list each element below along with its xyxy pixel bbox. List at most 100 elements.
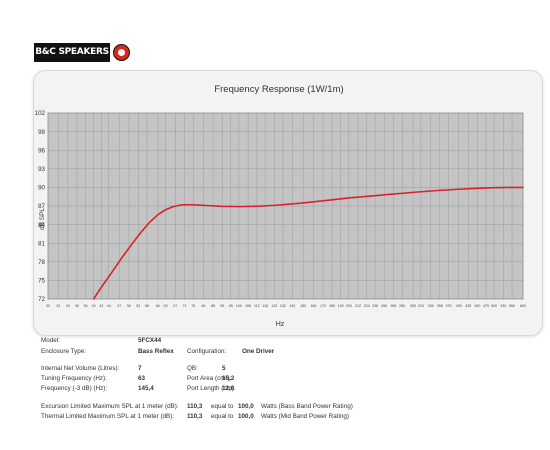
logo-seal-icon — [113, 44, 130, 61]
specs-table: Model: 5FCX44 Enclosure Type: Bass Refle… — [41, 337, 541, 445]
x-tick-label: 63 — [164, 304, 168, 308]
brand-logo: B&C SPEAKERS — [34, 43, 130, 63]
volume-value: 7 — [138, 365, 142, 372]
y-tick-label: 102 — [35, 110, 46, 117]
x-tick-label: 265 — [390, 304, 396, 308]
x-tick-label: 236 — [372, 304, 378, 308]
qb-value: 5 — [222, 365, 226, 372]
x-tick-label: 500 — [491, 304, 497, 308]
x-tick-label: 50 — [127, 304, 131, 308]
qb-label: QB: — [187, 365, 198, 372]
x-tick-label: 250 — [381, 304, 387, 308]
frequency-3db-label: Frequency (-3 dB) (Hz): — [41, 385, 108, 392]
y-tick-label: 87 — [38, 203, 45, 210]
x-tick-label: 300 — [410, 304, 416, 308]
frequency-response-chart: 72 75 78 81 84 87 90 93 96 99 102 30 32 34 36 38 40 42 44… — [35, 84, 526, 328]
x-tick-label: 32 — [56, 304, 60, 308]
x-tick-label: 95 — [229, 304, 233, 308]
frequency-3db-value: 145,4 — [138, 385, 154, 392]
model-label: Model: — [41, 337, 60, 344]
x-tick-label: 375 — [445, 304, 451, 308]
x-tick-label: 47 — [117, 304, 121, 308]
x-tick-label: 56 — [145, 304, 149, 308]
y-tick-label: 84 — [38, 222, 45, 229]
port-length-value: 12,6 — [222, 385, 235, 392]
thermal-spl-label: Thermal Limited Maximum SPL at 1 meter (… — [41, 413, 175, 420]
y-tick-label: 99 — [38, 129, 45, 136]
x-tick-label: 170 — [320, 304, 326, 308]
x-tick-label: 118 — [262, 304, 268, 308]
x-tick-label: 600 — [520, 304, 526, 308]
x-tick-label: 400 — [456, 304, 462, 308]
excursion-watts-value: 100,0 — [238, 403, 254, 410]
x-tick-label: 450 — [474, 304, 480, 308]
x-tick-label: 36 — [75, 304, 79, 308]
x-tick-label: 200 — [346, 304, 352, 308]
configuration-value: One Driver — [242, 348, 275, 355]
thermal-spl-value: 110,3 — [187, 413, 203, 420]
thermal-equal-label: equal to — [211, 413, 234, 420]
x-tick-label: 80 — [202, 304, 206, 308]
y-tick-label: 72 — [38, 296, 45, 303]
x-tick-label: 150 — [300, 304, 306, 308]
y-tick-label: 75 — [38, 278, 45, 285]
excursion-spl-label: Excursion Limited Maximum SPL at 1 meter… — [41, 403, 179, 410]
port-area-label: Port Area (cm²): — [187, 375, 232, 382]
x-tick-label: 67 — [173, 304, 177, 308]
logo-text: B&C SPEAKERS — [34, 43, 110, 62]
x-tick-label: 280 — [399, 304, 405, 308]
excursion-equal-label: equal to — [211, 403, 234, 410]
excursion-note: Watts (Bass Band Power Rating) — [261, 403, 353, 410]
x-axis-label: Hz — [276, 321, 285, 328]
x-tick-label: 475 — [483, 304, 489, 308]
thermal-watts-value: 100,0 — [238, 413, 254, 420]
x-tick-label: 100 — [236, 304, 242, 308]
x-tick-label: 71 — [183, 304, 187, 308]
excursion-spl-value: 110,3 — [187, 403, 203, 410]
x-tick-label: 335 — [428, 304, 434, 308]
x-tick-label: 38 — [83, 304, 87, 308]
configuration-label: Configuration: — [187, 348, 227, 355]
y-tick-label: 78 — [38, 259, 45, 266]
x-tick-label: 40 — [92, 304, 96, 308]
x-tick-label: 132 — [280, 304, 286, 308]
x-tick-label: 60 — [156, 304, 160, 308]
volume-label: Internal Net Volume (Litres): — [41, 365, 120, 372]
x-tick-label: 140 — [289, 304, 295, 308]
x-tick-label: 160 — [310, 304, 316, 308]
tuning-frequency-label: Tuning Frequency (Hz): — [41, 375, 107, 382]
y-tick-label: 93 — [38, 166, 45, 173]
y-tick-label: 81 — [38, 240, 45, 247]
x-tick-label: 112 — [254, 304, 260, 308]
chart-title: Frequency Response (1W/1m) — [214, 84, 343, 95]
x-tick-label: 315 — [418, 304, 424, 308]
x-tick-label: 530 — [500, 304, 506, 308]
frequency-response-line — [92, 186, 524, 300]
x-tick-label: 125 — [271, 304, 277, 308]
x-tick-label: 85 — [211, 304, 215, 308]
model-value: 5FCX44 — [138, 337, 162, 344]
x-tick-label: 44 — [107, 304, 111, 308]
enclosure-value: Bass Reflex — [138, 348, 174, 355]
x-tick-label: 53 — [136, 304, 140, 308]
x-tick-label: 190 — [338, 304, 344, 308]
x-tick-label: 106 — [245, 304, 251, 308]
x-tick-label: 75 — [191, 304, 195, 308]
x-tick-label: 212 — [355, 304, 361, 308]
x-tick-label: 34 — [66, 304, 70, 308]
x-tick-label: 180 — [329, 304, 335, 308]
port-length-label: Port Length (cm): — [187, 385, 236, 392]
y-tick-label: 90 — [38, 185, 45, 192]
x-tick-label: 30 — [46, 304, 50, 308]
port-area-value: 15,2 — [222, 375, 235, 382]
x-tick-label: 224 — [364, 304, 370, 308]
tuning-frequency-value: 63 — [138, 375, 146, 382]
x-tick-label: 42 — [99, 304, 103, 308]
chart-panel: 72 75 78 81 84 87 90 93 96 99 102 30 32 34 36 38 40 42 44… — [33, 70, 543, 336]
x-tick-label: 355 — [437, 304, 443, 308]
thermal-note: Watts (Mid Band Power Rating) — [261, 413, 349, 420]
x-tick-label: 560 — [509, 304, 515, 308]
y-tick-label: 96 — [38, 147, 45, 154]
y-axis-label: dB SPL — [39, 208, 46, 230]
x-tick-label: 425 — [465, 304, 471, 308]
